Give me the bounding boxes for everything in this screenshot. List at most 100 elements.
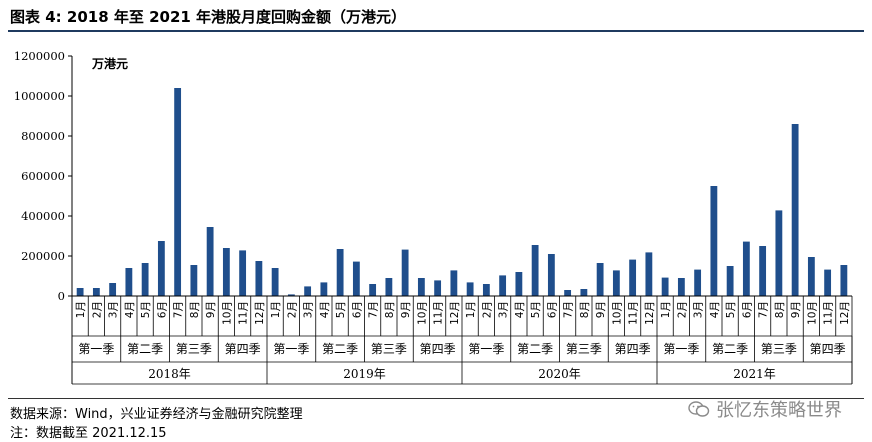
- bar: [645, 252, 653, 296]
- quarter-label: 第二季: [127, 342, 163, 356]
- month-label: 9月: [595, 301, 607, 318]
- bar: [271, 268, 279, 296]
- bar: [499, 275, 507, 296]
- month-label: 3月: [303, 301, 315, 318]
- bar: [515, 272, 523, 296]
- bar: [109, 283, 117, 296]
- bar: [336, 249, 344, 296]
- month-label: 11月: [823, 301, 835, 325]
- bar: [596, 263, 604, 296]
- bar: [726, 266, 734, 296]
- month-label: 4月: [709, 301, 721, 318]
- month-label: 2月: [676, 301, 688, 318]
- year-label: 2020年: [538, 367, 581, 381]
- month-label: 1月: [660, 301, 672, 318]
- year-label: 2021年: [733, 367, 776, 381]
- quarter-label: 第一季: [663, 342, 699, 356]
- bar: [255, 261, 263, 296]
- month-label: 6月: [741, 301, 753, 318]
- bar: [125, 268, 133, 296]
- month-label: 8月: [189, 301, 201, 318]
- month-label: 8月: [579, 301, 591, 318]
- month-label: 3月: [108, 301, 120, 318]
- month-label: 7月: [368, 301, 380, 318]
- bar: [76, 288, 84, 296]
- quarter-label: 第三季: [176, 342, 212, 356]
- month-label: 3月: [498, 301, 510, 318]
- bar: [840, 265, 848, 296]
- bar: [629, 259, 637, 296]
- y-tick-label: 1000000: [14, 89, 65, 103]
- bar: [694, 269, 702, 296]
- wechat-icon: [688, 401, 710, 417]
- month-label: 9月: [205, 301, 217, 318]
- month-label: 1月: [270, 301, 282, 318]
- quarter-label: 第二季: [712, 342, 748, 356]
- bar: [385, 278, 393, 296]
- month-label: 2月: [286, 301, 298, 318]
- bars: [76, 88, 848, 296]
- bar: [401, 249, 409, 296]
- quarter-label: 第四季: [615, 342, 651, 356]
- month-label: 1月: [465, 301, 477, 318]
- year-label: 2018年: [148, 367, 191, 381]
- y-axis: 0 200000 400000 600000 800000 1000000 1200000: [14, 49, 73, 303]
- month-label: 12月: [839, 301, 851, 325]
- quarter-label: 第二季: [322, 342, 358, 356]
- month-label: 6月: [546, 301, 558, 318]
- y-tick-label: 1200000: [14, 49, 65, 63]
- watermark: 张忆东策略世界: [688, 396, 842, 422]
- bar: [807, 257, 815, 296]
- bar: [369, 284, 377, 296]
- month-label: 5月: [335, 301, 347, 318]
- bar: [239, 250, 247, 296]
- month-label: 10月: [416, 301, 428, 325]
- month-label: 1月: [75, 301, 87, 318]
- month-label: 5月: [140, 301, 152, 318]
- quarter-label: 第四季: [810, 342, 846, 356]
- bar: [320, 282, 328, 296]
- month-label: 9月: [790, 301, 802, 318]
- quarter-label: 第一季: [468, 342, 504, 356]
- year-label: 2019年: [343, 367, 386, 381]
- month-label: 11月: [433, 301, 445, 325]
- bar: [547, 254, 555, 296]
- bar: [580, 289, 588, 296]
- bar: [157, 241, 165, 296]
- month-label: 4月: [124, 301, 136, 318]
- month-label: 8月: [774, 301, 786, 318]
- month-label: 12月: [644, 301, 656, 325]
- month-label: 9月: [400, 301, 412, 318]
- bar: [661, 277, 669, 296]
- y-tick-label: 800000: [21, 129, 65, 143]
- y-tick-label: 200000: [21, 249, 65, 263]
- y-tick-label: 600000: [21, 169, 65, 183]
- date-note: 注：数据截至 2021.12.15: [10, 426, 167, 441]
- bar-chart: 020000040000060000080000010000001200000 …: [14, 49, 853, 385]
- bar: [531, 245, 539, 296]
- bar: [791, 124, 799, 296]
- month-label: 7月: [563, 301, 575, 318]
- quarter-label: 第四季: [420, 342, 456, 356]
- quarter-label: 第四季: [225, 342, 261, 356]
- month-label: 10月: [221, 301, 233, 325]
- bar: [434, 280, 442, 296]
- month-label: 6月: [351, 301, 363, 318]
- month-label: 12月: [449, 301, 461, 325]
- bar: [759, 246, 767, 296]
- bottom-rule: [8, 398, 864, 399]
- bar: [450, 270, 458, 296]
- bar: [564, 290, 572, 296]
- y-tick-label: 400000: [21, 209, 65, 223]
- month-label: 8月: [384, 301, 396, 318]
- month-label: 10月: [806, 301, 818, 325]
- month-label: 7月: [758, 301, 770, 318]
- bar: [466, 282, 474, 296]
- quarter-label: 第三季: [761, 342, 797, 356]
- month-label: 11月: [628, 301, 640, 325]
- bar: [742, 241, 750, 296]
- bar: [677, 278, 685, 296]
- month-label: 5月: [725, 301, 737, 318]
- quarter-label: 第三季: [566, 342, 602, 356]
- bar: [222, 248, 230, 296]
